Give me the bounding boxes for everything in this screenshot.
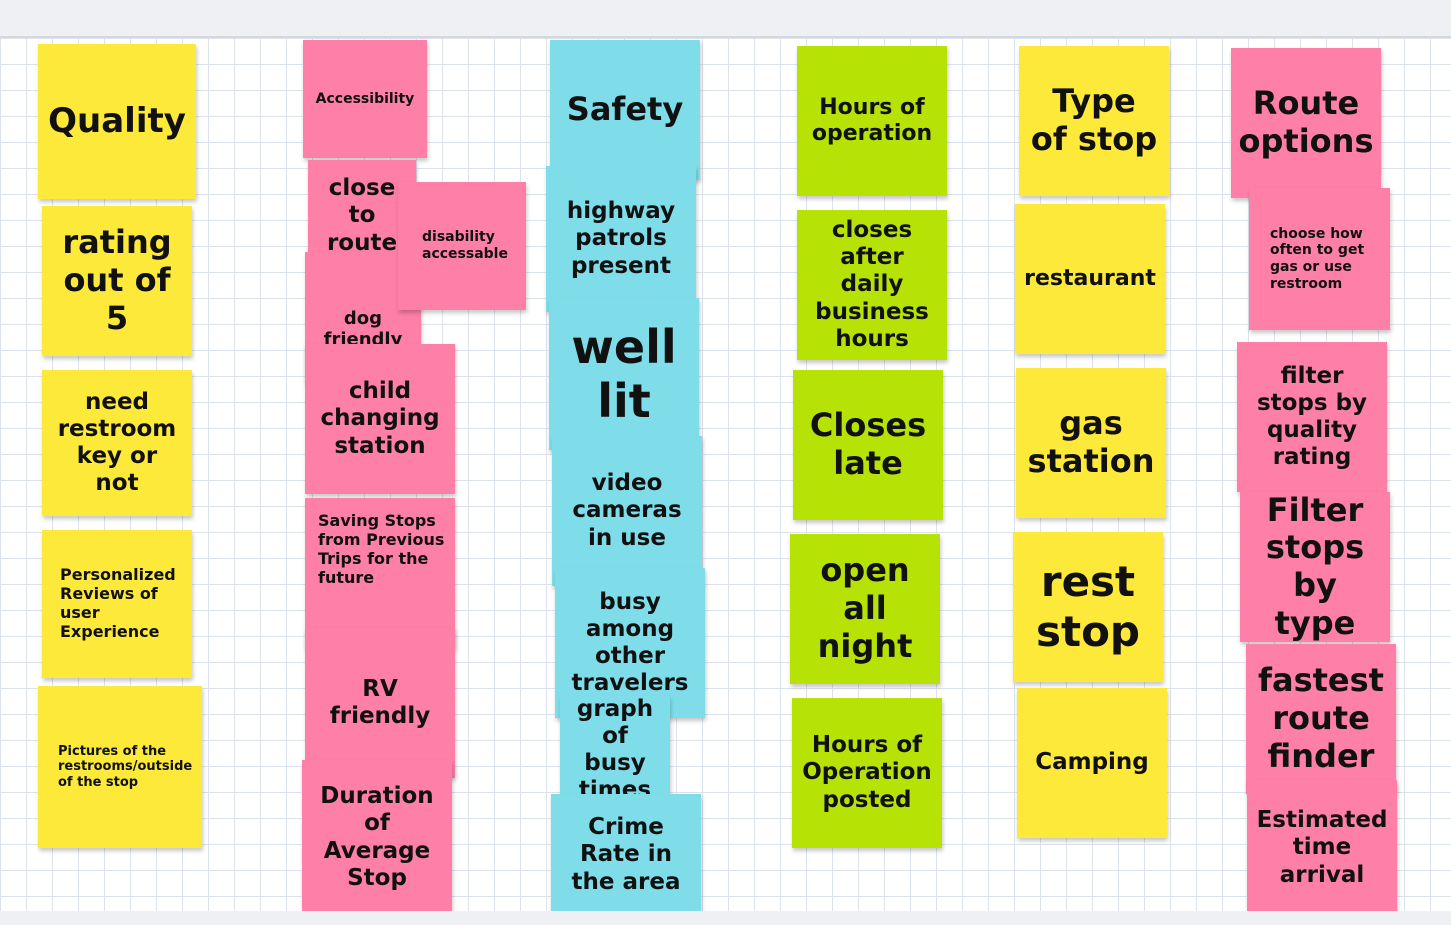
sticky-note-rating-out-of-5[interactable]: rating out of 5 bbox=[42, 206, 192, 356]
sticky-note-video-cameras[interactable]: video cameras in use bbox=[552, 436, 702, 586]
sticky-note-highway-patrols[interactable]: highway patrols present bbox=[546, 166, 696, 312]
sticky-note-child-changing-station[interactable]: child changing station bbox=[305, 344, 455, 494]
sticky-note-hours-of-operation[interactable]: Hours of operation bbox=[797, 46, 947, 196]
sticky-note-route-options[interactable]: Route options bbox=[1231, 48, 1381, 198]
sticky-note-filter-type[interactable]: Filter stops by type bbox=[1240, 491, 1390, 642]
sticky-note-restroom-key[interactable]: need restroom key or not bbox=[42, 370, 192, 516]
sticky-note-well-lit[interactable]: well lit bbox=[549, 298, 699, 450]
sticky-note-gas-station[interactable]: gas station bbox=[1016, 368, 1166, 518]
sticky-note-personalized-reviews[interactable]: Personalized Reviews of user Experience bbox=[42, 530, 192, 678]
sticky-note-type-of-stop[interactable]: Type of stop bbox=[1019, 46, 1169, 196]
sticky-note-crime-rate[interactable]: Crime Rate in the area bbox=[551, 794, 701, 913]
sticky-note-graph-busy-times[interactable]: graph of busy times bbox=[560, 696, 670, 804]
sticky-note-quality[interactable]: Quality bbox=[38, 44, 196, 199]
sticky-note-restroom-pictures[interactable]: Pictures of the restrooms/outside of the… bbox=[38, 686, 202, 848]
sticky-note-rv-friendly[interactable]: RV friendly bbox=[305, 628, 455, 778]
sticky-note-safety[interactable]: Safety bbox=[550, 40, 700, 180]
sticky-note-duration-average-stop[interactable]: Duration of Average Stop bbox=[302, 760, 452, 913]
sticky-note-open-all-night[interactable]: open all night bbox=[790, 534, 940, 684]
sticky-note-closes-after-hours[interactable]: closes after daily business hours bbox=[797, 210, 947, 360]
bottom-bar bbox=[0, 911, 1451, 925]
sticky-note-saving-stops[interactable]: Saving Stops from Previous Trips for the… bbox=[305, 498, 455, 648]
sticky-note-choose-gas-restroom[interactable]: choose how often to get gas or use restr… bbox=[1249, 188, 1390, 330]
sticky-note-busy-travelers[interactable]: busy among other travelers bbox=[555, 568, 705, 718]
sticky-note-fastest-route[interactable]: fastest route finder bbox=[1246, 644, 1396, 794]
whiteboard-canvas[interactable]: Quality rating out of 5 need restroom ke… bbox=[0, 36, 1451, 913]
sticky-note-accessibility[interactable]: Accessibility bbox=[303, 40, 427, 158]
sticky-note-rest-stop[interactable]: rest stop bbox=[1013, 532, 1163, 682]
sticky-note-hours-posted[interactable]: Hours of Operation posted bbox=[792, 698, 942, 848]
sticky-note-filter-quality[interactable]: filter stops by quality rating bbox=[1237, 342, 1387, 492]
sticky-note-restaurant[interactable]: restaurant bbox=[1015, 204, 1165, 354]
sticky-note-disability-accessable[interactable]: disability accessable bbox=[398, 182, 526, 310]
sticky-note-camping[interactable]: Camping bbox=[1017, 688, 1167, 838]
sticky-note-estimated-arrival[interactable]: Estimated time arrival bbox=[1247, 780, 1397, 913]
sticky-note-closes-late[interactable]: Closes late bbox=[793, 370, 943, 520]
